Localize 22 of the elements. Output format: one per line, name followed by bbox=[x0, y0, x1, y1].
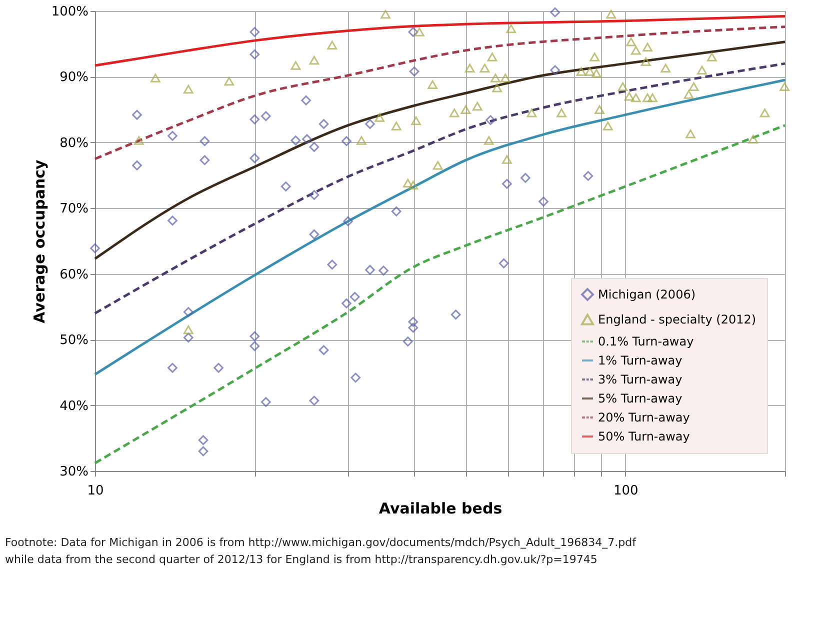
legend-label: 20% Turn-away bbox=[598, 410, 690, 424]
y-axis-title: Average occupancy bbox=[30, 159, 48, 324]
y-tick-label: 90% bbox=[60, 70, 88, 86]
x-axis-title: Available beds bbox=[378, 500, 502, 518]
x-tick-label: 100 bbox=[613, 484, 638, 498]
y-tick-label: 60% bbox=[60, 267, 88, 282]
legend-label: Michigan (2006) bbox=[598, 288, 696, 302]
legend-label: 5% Turn-away bbox=[598, 392, 682, 406]
legend-label: 50% Turn-away bbox=[598, 430, 690, 444]
legend-label: England - specialty (2012) bbox=[598, 312, 756, 326]
y-tick-label: 40% bbox=[60, 398, 88, 414]
y-tick-label: 70% bbox=[60, 202, 88, 217]
y-tick-label: 30% bbox=[60, 464, 88, 480]
y-tick-label: 80% bbox=[60, 136, 88, 151]
legend-label: 3% Turn-away bbox=[598, 372, 682, 386]
legend-label: 0.1% Turn-away bbox=[598, 334, 694, 348]
legend-label: 1% Turn-away bbox=[598, 354, 682, 368]
text: while data from the second quarter of 2012/13 for England is from http://transparency.dh.gov.uk/?p=19745 bbox=[5, 553, 598, 566]
x-tick-label: 10 bbox=[87, 484, 104, 498]
y-tick-label: 50% bbox=[60, 333, 88, 348]
y-tick-label: 100% bbox=[51, 4, 88, 20]
text: Footnote: Data for Michigan in 2006 is from http://www.michigan.gov/documents/mdch/Psych_Adult_196834_7.pdf bbox=[5, 536, 638, 549]
